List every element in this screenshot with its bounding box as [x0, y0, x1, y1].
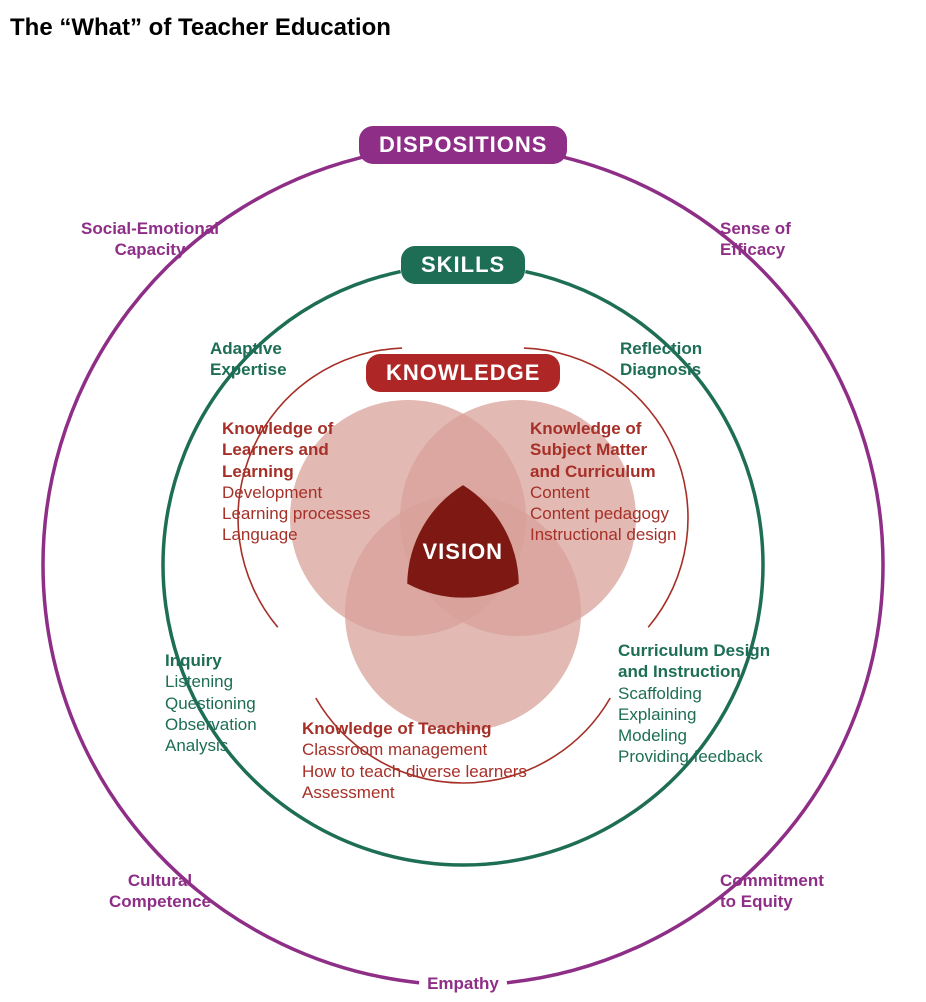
text-heading: Adaptive [210, 338, 287, 359]
text-heading: Expertise [210, 359, 287, 380]
text-heading: Learners and [222, 439, 370, 460]
text-line: Efficacy [720, 239, 791, 260]
text-heading: and Instruction [618, 661, 770, 682]
text-line: Instructional design [530, 524, 676, 545]
text-heading: Knowledge of [530, 418, 676, 439]
text-line: Cultural [90, 870, 230, 891]
text-line: Observation [165, 714, 257, 735]
disposition-empathy: Empathy [413, 973, 513, 994]
text-line: Sense of [720, 218, 791, 239]
disposition-efficacy: Sense of Efficacy [720, 218, 791, 261]
text-heading: Subject Matter [530, 439, 676, 460]
text-line: Competence [90, 891, 230, 912]
text-line: Learning processes [222, 503, 370, 524]
disposition-social-emotional: Social-Emotional Capacity [70, 218, 230, 261]
disposition-cultural: Cultural Competence [90, 870, 230, 913]
text-heading: and Curriculum [530, 461, 676, 482]
text-line: Analysis [165, 735, 257, 756]
text-heading: Knowledge of [222, 418, 370, 439]
text-line: Classroom management [302, 739, 527, 760]
text-line: Development [222, 482, 370, 503]
text-line: to Equity [720, 891, 824, 912]
skill-inquiry: Inquiry Listening Questioning Observatio… [165, 650, 257, 756]
skill-reflection: Reflection Diagnosis [620, 338, 702, 381]
text-line: Capacity [70, 239, 230, 260]
knowledge-pill: KNOWLEDGE [366, 354, 560, 392]
knowledge-learners: Knowledge of Learners and Learning Devel… [222, 418, 370, 546]
knowledge-subject: Knowledge of Subject Matter and Curricul… [530, 418, 676, 546]
text-line: Content pedagogy [530, 503, 676, 524]
text-line: Modeling [618, 725, 770, 746]
knowledge-teaching: Knowledge of Teaching Classroom manageme… [302, 718, 527, 803]
diagram-container: DISPOSITIONS SKILLS KNOWLEDGE VISION Soc… [0, 70, 926, 990]
text-heading: Diagnosis [620, 359, 702, 380]
text-line: Providing feedback [618, 746, 770, 767]
disposition-equity: Commitment to Equity [720, 870, 824, 913]
page-title: The “What” of Teacher Education [10, 14, 391, 42]
text-line: Empathy [413, 973, 513, 994]
text-heading: Learning [222, 461, 370, 482]
text-line: Explaining [618, 704, 770, 725]
text-line: Content [530, 482, 676, 503]
text-line: Assessment [302, 782, 527, 803]
vision-label: VISION [423, 539, 504, 565]
text-line: Listening [165, 671, 257, 692]
text-heading: Knowledge of Teaching [302, 718, 527, 739]
text-line: Questioning [165, 693, 257, 714]
text-line: Scaffolding [618, 683, 770, 704]
text-heading: Curriculum Design [618, 640, 770, 661]
dispositions-pill: DISPOSITIONS [359, 126, 567, 164]
text-heading: Inquiry [165, 650, 257, 671]
skill-curriculum: Curriculum Design and Instruction Scaffo… [618, 640, 770, 768]
text-heading: Reflection [620, 338, 702, 359]
diagram-svg [0, 70, 926, 990]
text-line: Commitment [720, 870, 824, 891]
text-line: How to teach diverse learners [302, 761, 527, 782]
text-line: Social-Emotional [70, 218, 230, 239]
text-line: Language [222, 524, 370, 545]
skill-adaptive: Adaptive Expertise [210, 338, 287, 381]
skills-pill: SKILLS [401, 246, 525, 284]
